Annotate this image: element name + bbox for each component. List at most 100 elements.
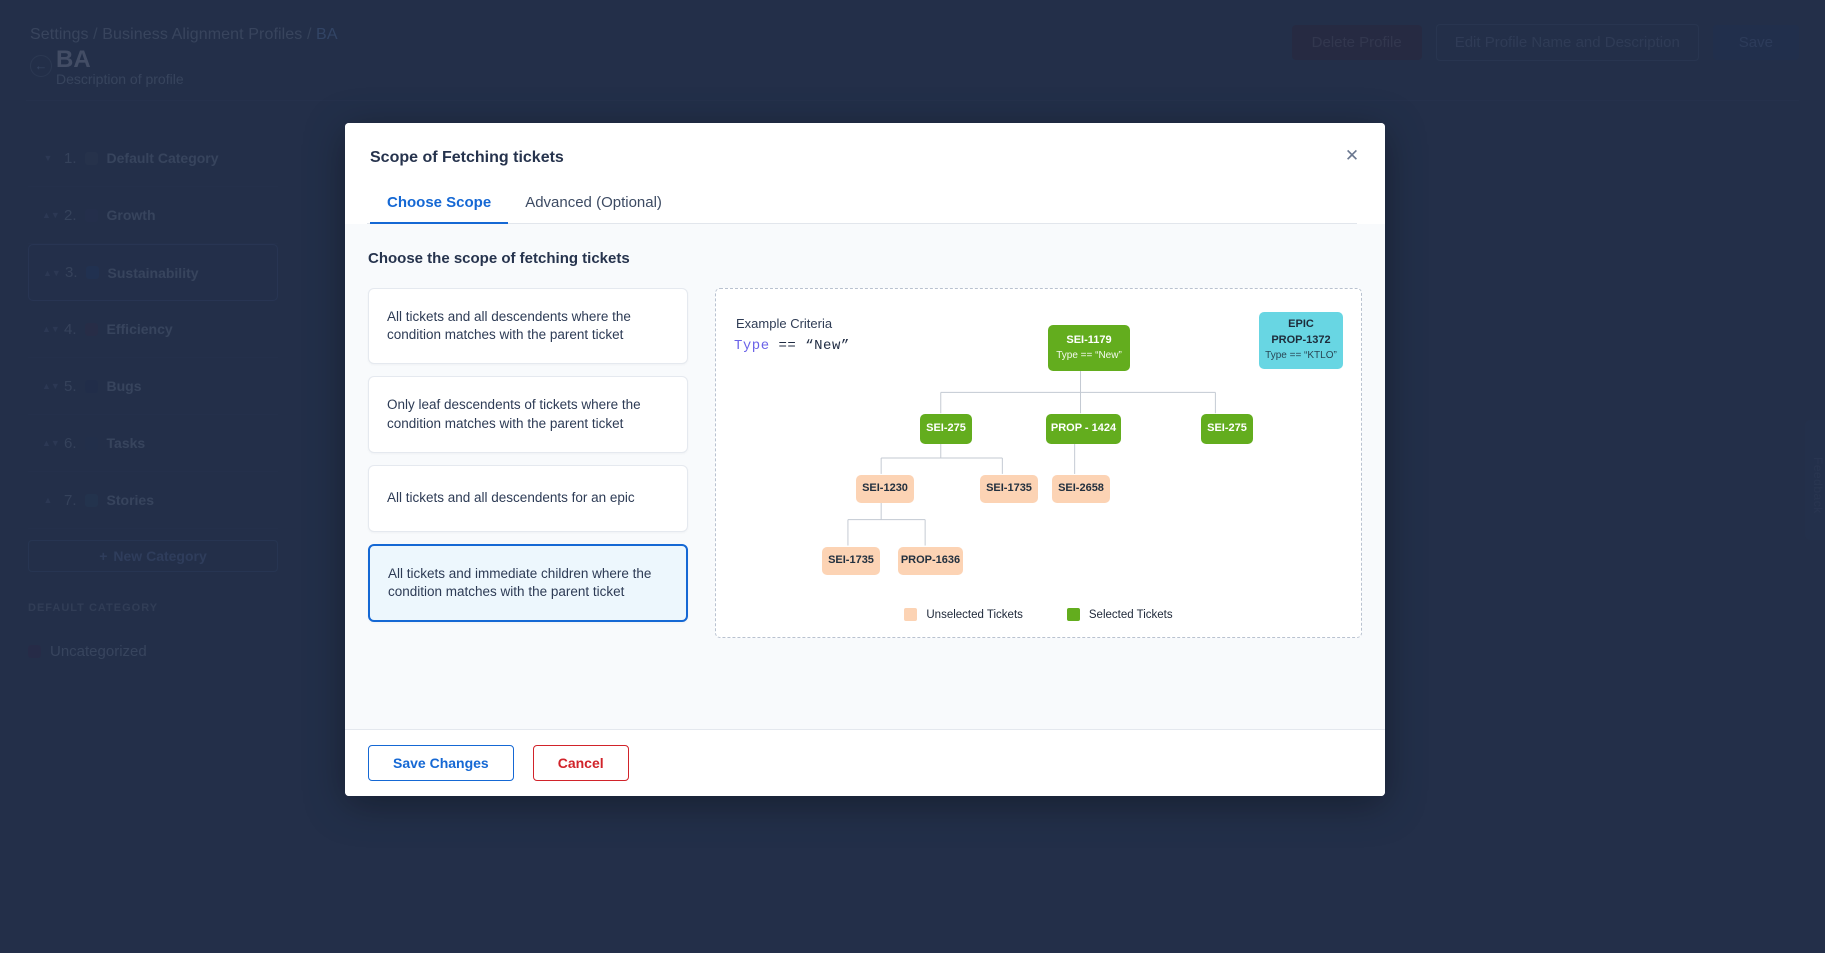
- save-profile-button[interactable]: Save: [1712, 25, 1799, 60]
- delete-profile-button[interactable]: Delete Profile: [1291, 25, 1422, 60]
- save-changes-button[interactable]: Save Changes: [368, 745, 514, 781]
- close-icon[interactable]: ✕: [1341, 145, 1363, 167]
- new-category-button[interactable]: + New Category: [28, 540, 278, 572]
- tree-node: PROP - 1424: [1046, 414, 1121, 444]
- tree-node: SEI-1230: [856, 475, 914, 503]
- category-color-dot: [28, 645, 41, 658]
- drag-handle-icon[interactable]: ▲▼: [42, 210, 60, 220]
- drag-handle-icon[interactable]: ▲▼: [42, 438, 60, 448]
- category-row[interactable]: ▲▼ 6. Tasks: [28, 415, 278, 472]
- scope-option-label: Only leaf descendents of tickets where t…: [387, 397, 641, 431]
- tree-node: SEI-1735: [822, 547, 880, 575]
- category-color-dot: [84, 208, 98, 222]
- scope-option-list: All tickets and all descendents where th…: [368, 288, 688, 638]
- scope-modal: Scope of Fetching tickets ✕ Choose Scope…: [345, 123, 1385, 796]
- scope-heading: Choose the scope of fetching tickets: [368, 250, 630, 267]
- category-color-dot: [85, 266, 99, 279]
- legend-swatch: [1066, 608, 1080, 621]
- tree-node-label: PROP-1372: [1271, 334, 1331, 347]
- breadcrumb-settings[interactable]: Settings: [30, 26, 89, 43]
- category-row[interactable]: ▲▼ 2. Growth: [28, 187, 278, 244]
- tree-node-label: SEI-275: [1207, 422, 1247, 435]
- scope-option-card[interactable]: All tickets and all descendents for an e…: [368, 464, 688, 532]
- category-label: Tasks: [106, 435, 146, 451]
- category-row[interactable]: ▲▼ 3. Sustainability: [28, 244, 278, 301]
- category-label: Sustainability: [107, 264, 199, 281]
- legend-item: Unselected Tickets: [904, 608, 1023, 621]
- category-color-dot: [84, 379, 98, 393]
- criteria-value: “New”: [805, 338, 850, 354]
- category-label: Bugs: [106, 378, 142, 394]
- tree-node: SEI-1735: [980, 475, 1038, 503]
- category-index: 5.: [64, 377, 77, 395]
- scope-option-card[interactable]: All tickets and immediate children where…: [368, 543, 688, 623]
- category-index: 2.: [64, 206, 77, 224]
- modal-body: Choose the scope of fetching tickets All…: [345, 224, 1385, 729]
- criteria-operator: ==: [778, 338, 797, 354]
- tree-edge: [847, 501, 926, 546]
- modal-title: Scope of Fetching tickets: [370, 149, 564, 166]
- criteria-field: Type: [734, 338, 770, 354]
- breadcrumb-separator-2: /: [306, 26, 312, 43]
- default-category-heading: DEFAULT CATEGORY: [28, 602, 159, 614]
- category-label: Stories: [106, 492, 154, 508]
- category-index: 6.: [64, 434, 77, 452]
- edit-profile-button[interactable]: Edit Profile Name and Description: [1435, 24, 1699, 61]
- category-row[interactable]: ▼ 1. Default Category: [28, 130, 278, 187]
- scope-option-card[interactable]: Only leaf descendents of tickets where t…: [368, 376, 688, 453]
- diagram-legend: Unselected Tickets Selected Tickets: [716, 608, 1361, 621]
- category-row[interactable]: ▲▼ 4. Efficiency: [28, 301, 278, 358]
- modal-footer: Save Changes Cancel: [345, 729, 1385, 796]
- legend-item: Selected Tickets: [1066, 608, 1173, 621]
- category-index: 7.: [64, 491, 77, 509]
- drag-handle-icon[interactable]: ▲▼: [42, 381, 60, 391]
- drag-handle-icon[interactable]: ▲: [43, 495, 53, 505]
- drag-handle-icon[interactable]: ▼: [43, 153, 53, 163]
- example-criteria-expression: Type == “New”: [734, 338, 850, 354]
- modal-tabs: Choose Scope Advanced (Optional): [367, 184, 1357, 224]
- category-color-dot: [84, 322, 98, 336]
- tab-advanced-optional[interactable]: Advanced (Optional): [508, 184, 679, 224]
- page-subtitle: Description of profile: [56, 71, 184, 87]
- back-arrow-icon[interactable]: ←: [30, 55, 52, 77]
- modal-header: Scope of Fetching tickets ✕ Choose Scope…: [345, 123, 1385, 224]
- category-label: Growth: [106, 207, 156, 223]
- tree-node-condition: Type == “New”: [1056, 349, 1122, 361]
- breadcrumb-current: BA: [316, 26, 338, 43]
- top-action-bar: Delete Profile Edit Profile Name and Des…: [1291, 24, 1799, 61]
- example-criteria-panel: Example Criteria Type == “New” SEI-1179 T…: [715, 288, 1362, 638]
- category-index: 1.: [64, 149, 77, 167]
- category-color-dot: [84, 151, 98, 165]
- tree-node-label: SEI-275: [926, 422, 966, 435]
- tree-node: SEI-275: [920, 414, 972, 444]
- uncategorized-label: Uncategorized: [50, 643, 147, 660]
- breadcrumb-separator-1: /: [93, 26, 98, 43]
- category-color-dot: [84, 493, 98, 507]
- tree-node-label: PROP - 1424: [1050, 422, 1117, 435]
- category-index: 4.: [64, 320, 77, 338]
- legend-label: Selected Tickets: [1088, 608, 1173, 621]
- category-row[interactable]: ▲ 7. Stories: [28, 472, 278, 529]
- breadcrumb-profiles[interactable]: Business Alignment Profiles: [102, 26, 303, 43]
- category-row[interactable]: ▲▼ 5. Bugs: [28, 358, 278, 415]
- tree-node-label: SEI-1735: [828, 554, 874, 567]
- header-divider: [26, 100, 1799, 101]
- legend-label: Unselected Tickets: [926, 608, 1023, 621]
- drag-handle-icon[interactable]: ▲▼: [42, 324, 60, 334]
- cancel-button[interactable]: Cancel: [532, 745, 629, 781]
- tree-node-condition: Type == “KTLO”: [1265, 350, 1337, 362]
- uncategorized-row[interactable]: Uncategorized: [28, 643, 147, 660]
- plus-icon: +: [99, 548, 108, 564]
- category-color-dot: [84, 436, 98, 450]
- feedback-tab[interactable]: Feedback: [1805, 420, 1825, 540]
- scope-option-label: All tickets and all descendents where th…: [387, 309, 631, 343]
- scope-option-card[interactable]: All tickets and all descendents where th…: [368, 288, 688, 365]
- tree-node-label: SEI-1735: [986, 482, 1032, 495]
- scope-option-label: All tickets and all descendents for an e…: [387, 490, 635, 506]
- drag-handle-icon[interactable]: ▲▼: [43, 267, 61, 278]
- tab-choose-scope[interactable]: Choose Scope: [370, 184, 509, 224]
- category-label: Default Category: [106, 150, 219, 166]
- category-label: Efficiency: [106, 321, 173, 337]
- tree-node-label: SEI-2658: [1058, 482, 1104, 495]
